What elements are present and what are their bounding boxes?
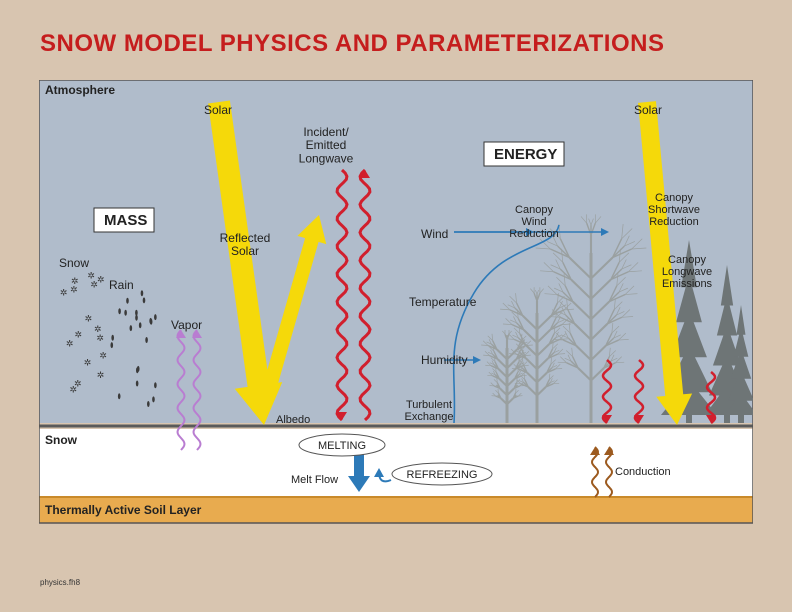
svg-text:✲: ✲	[69, 384, 77, 394]
svg-text:Thermally Active Soil Layer: Thermally Active Soil Layer	[45, 503, 202, 517]
svg-text:Wind: Wind	[421, 227, 448, 241]
svg-text:Rain: Rain	[109, 278, 134, 292]
svg-text:✲: ✲	[85, 314, 93, 324]
svg-text:Vapor: Vapor	[171, 318, 202, 332]
svg-text:CanopyShortwaveReduction: CanopyShortwaveReduction	[648, 192, 700, 228]
svg-text:Solar: Solar	[204, 103, 232, 117]
svg-text:✲: ✲	[96, 333, 104, 343]
svg-text:✲: ✲	[70, 285, 78, 295]
svg-text:Temperature: Temperature	[409, 295, 477, 309]
svg-text:✲: ✲	[66, 338, 74, 348]
svg-text:✲: ✲	[97, 274, 105, 284]
svg-text:Humidity: Humidity	[421, 353, 468, 367]
page-title: SNOW MODEL PHYSICS AND PARAMETERIZATIONS	[40, 30, 664, 58]
diagram-svg: Atmosphere Snow Thermally Active Soil Laye…	[39, 80, 753, 568]
svg-text:✲: ✲	[84, 358, 92, 368]
svg-text:MELTING: MELTING	[318, 440, 366, 452]
svg-text:MASS: MASS	[104, 212, 147, 229]
stage: SNOW MODEL PHYSICS AND PARAMETERIZATIONS…	[0, 0, 792, 612]
svg-text:Albedo: Albedo	[276, 414, 310, 426]
svg-text:✲: ✲	[97, 370, 105, 380]
svg-text:✲: ✲	[60, 288, 68, 298]
svg-text:Snow: Snow	[45, 433, 78, 447]
svg-text:✲: ✲	[75, 330, 83, 340]
diagram-frame: Atmosphere Snow Thermally Active Soil Laye…	[39, 80, 753, 568]
svg-text:TurbulentExchange: TurbulentExchange	[405, 399, 454, 423]
svg-text:ENERGY: ENERGY	[494, 146, 557, 163]
svg-text:Incident/EmittedLongwave: Incident/EmittedLongwave	[299, 125, 354, 165]
svg-text:Melt Flow: Melt Flow	[291, 474, 338, 486]
footer-text: physics.fh8	[40, 578, 80, 587]
svg-text:REFREEZING: REFREEZING	[407, 469, 478, 481]
svg-text:CanopyLongwaveEmissions: CanopyLongwaveEmissions	[662, 254, 713, 290]
svg-text:Snow: Snow	[59, 256, 89, 270]
svg-text:Atmosphere: Atmosphere	[45, 83, 115, 97]
svg-text:✲: ✲	[87, 270, 95, 280]
svg-text:Conduction: Conduction	[615, 466, 671, 478]
svg-text:Solar: Solar	[634, 103, 662, 117]
svg-text:✲: ✲	[99, 350, 107, 360]
